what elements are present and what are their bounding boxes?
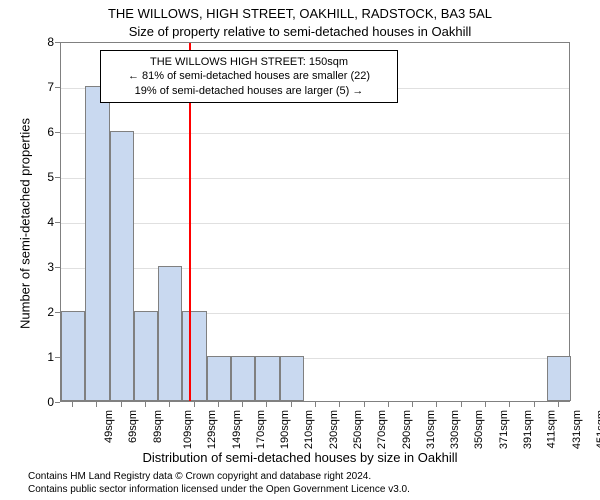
annotation-line-3: 19% of semi-detached houses are larger (… (107, 84, 391, 98)
x-tick-mark (364, 402, 365, 407)
chart-title-sub: Size of property relative to semi-detach… (0, 24, 600, 39)
x-tick-label: 250sqm (352, 410, 364, 449)
y-tick-mark (55, 357, 60, 358)
x-tick-label: 129sqm (206, 410, 218, 449)
x-tick-label: 310sqm (425, 410, 437, 449)
histogram-bar (158, 266, 182, 401)
x-tick-label: 270sqm (376, 410, 388, 449)
histogram-bar (182, 311, 206, 401)
x-tick-mark (266, 402, 267, 407)
y-tick-label: 8 (34, 35, 54, 49)
gridline (61, 223, 569, 224)
x-tick-label: 350sqm (474, 410, 486, 449)
y-tick-label: 6 (34, 125, 54, 139)
x-tick-label: 290sqm (401, 410, 413, 449)
x-tick-label: 411sqm (546, 410, 558, 448)
x-tick-mark (412, 402, 413, 407)
annotation-box: THE WILLOWS HIGH STREET: 150sqm ← 81% of… (100, 50, 398, 103)
x-tick-label: 431sqm (571, 410, 583, 449)
x-tick-mark (291, 402, 292, 407)
y-tick-mark (55, 222, 60, 223)
footer-line-2: Contains public sector information licen… (28, 483, 410, 496)
y-tick-label: 2 (34, 305, 54, 319)
histogram-bar (110, 131, 134, 401)
x-tick-mark (509, 402, 510, 407)
y-tick-label: 1 (34, 350, 54, 364)
histogram-bar (85, 86, 109, 401)
x-tick-mark (315, 402, 316, 407)
gridline (61, 133, 569, 134)
x-tick-label: 69sqm (127, 410, 139, 443)
annotation-line-2: ← 81% of semi-detached houses are smalle… (107, 69, 391, 83)
x-tick-mark (339, 402, 340, 407)
x-tick-label: 210sqm (304, 410, 316, 449)
x-tick-label: 330sqm (449, 410, 461, 449)
x-tick-label: 190sqm (279, 410, 291, 449)
y-tick-label: 0 (34, 395, 54, 409)
x-tick-mark (72, 402, 73, 407)
y-tick-label: 7 (34, 80, 54, 94)
chart-title-main: THE WILLOWS, HIGH STREET, OAKHILL, RADST… (0, 6, 600, 21)
x-tick-mark (96, 402, 97, 407)
x-tick-mark (218, 402, 219, 407)
x-tick-label: 49sqm (103, 410, 115, 443)
y-axis-label: Number of semi-detached properties (18, 104, 33, 344)
y-tick-label: 3 (34, 260, 54, 274)
x-tick-label: 109sqm (182, 410, 194, 449)
y-tick-label: 5 (34, 170, 54, 184)
x-tick-mark (461, 402, 462, 407)
y-tick-mark (55, 267, 60, 268)
histogram-bar (61, 311, 85, 401)
x-tick-mark (121, 402, 122, 407)
x-tick-mark (242, 402, 243, 407)
x-tick-mark (485, 402, 486, 407)
footer-line-1: Contains HM Land Registry data © Crown c… (28, 470, 410, 483)
gridline (61, 268, 569, 269)
x-tick-label: 89sqm (152, 410, 164, 443)
histogram-bar (255, 356, 279, 401)
gridline (61, 178, 569, 179)
y-tick-mark (55, 177, 60, 178)
histogram-bar (134, 311, 158, 401)
footer-text: Contains HM Land Registry data © Crown c… (28, 470, 410, 496)
x-tick-label: 149sqm (231, 410, 243, 449)
x-tick-mark (436, 402, 437, 407)
x-tick-mark (558, 402, 559, 407)
y-tick-mark (55, 87, 60, 88)
x-tick-mark (388, 402, 389, 407)
x-tick-mark (534, 402, 535, 407)
x-tick-label: 391sqm (522, 410, 534, 449)
annotation-line-1: THE WILLOWS HIGH STREET: 150sqm (107, 55, 391, 69)
y-tick-mark (55, 402, 60, 403)
histogram-bar (231, 356, 255, 401)
x-tick-label: 451sqm (595, 410, 600, 449)
histogram-bar (207, 356, 231, 401)
y-tick-mark (55, 132, 60, 133)
x-tick-label: 230sqm (328, 410, 340, 449)
y-tick-mark (55, 42, 60, 43)
x-axis-label: Distribution of semi-detached houses by … (0, 450, 600, 465)
x-tick-mark (194, 402, 195, 407)
x-tick-mark (145, 402, 146, 407)
x-tick-mark (169, 402, 170, 407)
x-tick-label: 371sqm (498, 410, 510, 449)
histogram-bar (280, 356, 304, 401)
x-tick-label: 170sqm (255, 410, 267, 449)
histogram-bar (547, 356, 571, 401)
y-tick-mark (55, 312, 60, 313)
y-tick-label: 4 (34, 215, 54, 229)
